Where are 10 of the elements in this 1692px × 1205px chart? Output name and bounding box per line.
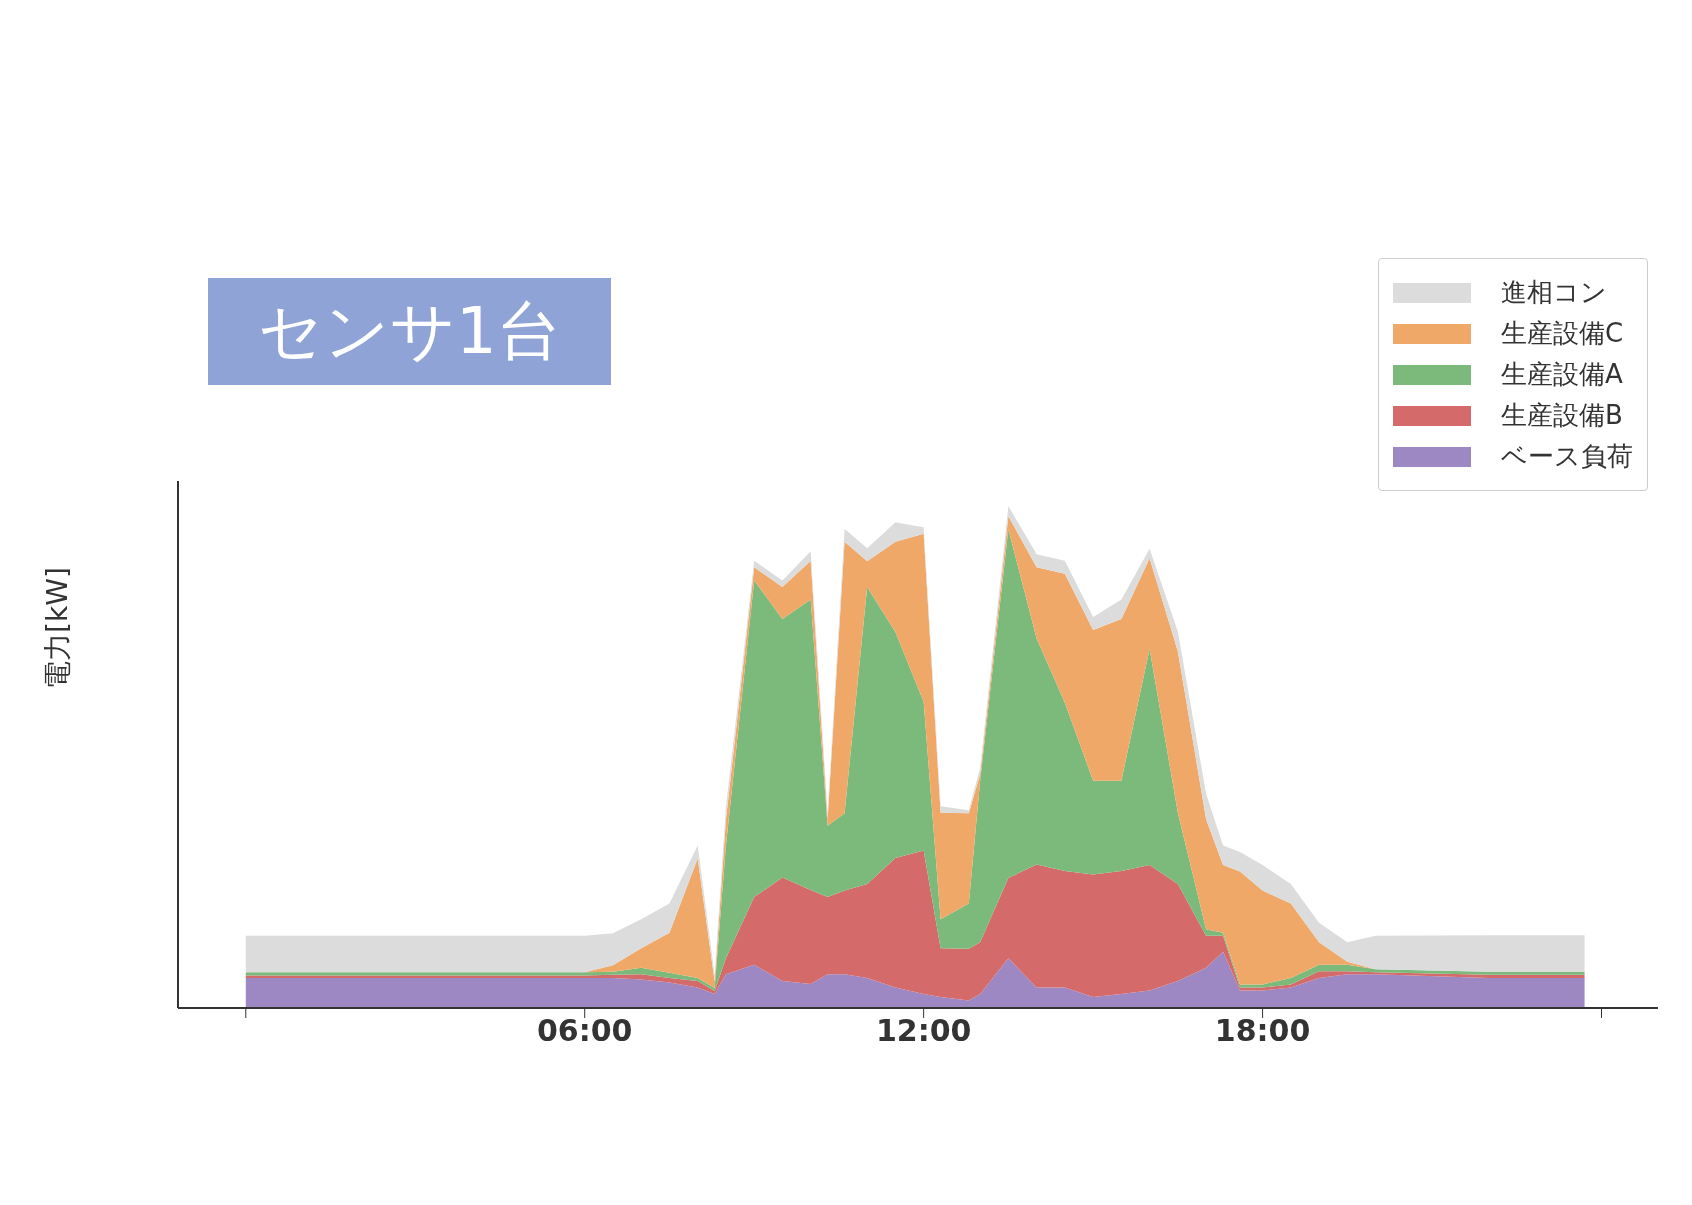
legend-label: 生産設備A	[1501, 358, 1623, 391]
x-tick-label: 12:00	[875, 1013, 972, 1049]
legend-label: ベース負荷	[1501, 440, 1633, 473]
y-axis-title: 電力[kW]	[40, 567, 75, 689]
legend-label: 生産設備C	[1501, 317, 1624, 350]
legend-label: 生産設備B	[1501, 399, 1623, 432]
x-tick-label: 18:00	[1214, 1013, 1311, 1049]
text: センサ1台	[208, 278, 611, 385]
legend-label: 進相コン	[1501, 276, 1607, 309]
x-tick-label: 06:00	[536, 1013, 633, 1049]
